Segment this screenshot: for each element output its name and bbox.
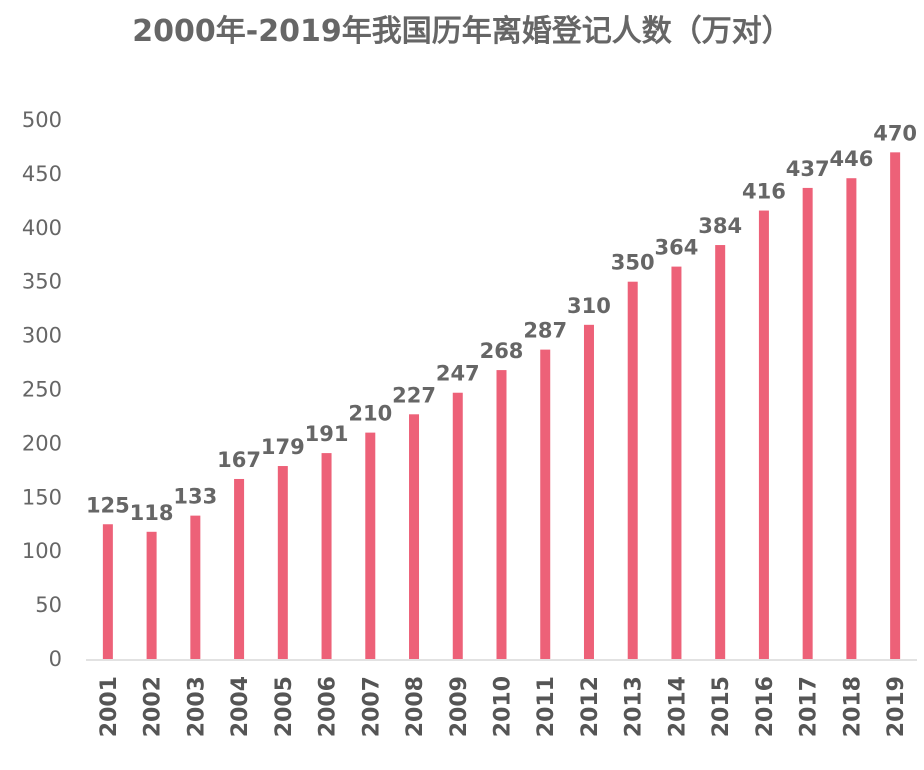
x-tick-label: 2018 — [840, 676, 865, 737]
y-tick-label: 400 — [22, 216, 62, 240]
bar-2011 — [540, 349, 551, 659]
data-label-2016: 416 — [742, 180, 786, 204]
data-label-2009: 247 — [436, 362, 480, 386]
data-label-2006: 191 — [305, 422, 349, 446]
data-label-2015: 384 — [698, 214, 742, 238]
data-label-2007: 210 — [348, 402, 392, 426]
x-tick-label: 2002 — [141, 676, 166, 737]
data-label-2012: 310 — [567, 294, 611, 318]
x-tick-label: 2004 — [228, 676, 253, 737]
x-tick-label: 2007 — [359, 676, 384, 737]
bar-2013 — [627, 281, 638, 659]
data-label-2017: 437 — [786, 157, 830, 181]
data-label-2002: 118 — [130, 501, 174, 525]
bar-2014 — [671, 266, 682, 659]
x-tick-label: 2015 — [709, 676, 734, 737]
data-label-2011: 287 — [523, 319, 567, 343]
data-label-2001: 125 — [86, 493, 130, 517]
y-axis: 0 50 100 150 200 250 300 350 400 450 500 — [22, 108, 62, 671]
y-tick-label: 50 — [35, 593, 62, 617]
y-tick-label: 200 — [22, 431, 62, 455]
x-tick-label: 2010 — [491, 676, 516, 737]
data-label-2019: 470 — [873, 121, 917, 145]
y-tick-label: 350 — [22, 270, 62, 294]
bar-2015 — [715, 245, 726, 659]
data-label-2008: 227 — [392, 383, 436, 407]
y-tick-label: 500 — [22, 108, 62, 132]
y-tick-label: 300 — [22, 324, 62, 348]
y-tick-label: 450 — [22, 162, 62, 186]
bar-2009 — [452, 392, 463, 659]
chart-title: 2000年-2019年我国历年离婚登记人数（万对） — [132, 14, 792, 49]
bars — [102, 152, 901, 659]
bar-2012 — [583, 324, 594, 659]
bar-2017 — [802, 187, 813, 659]
bar-2001 — [102, 524, 113, 659]
data-labels: 125 1181331671791912102272472682873103503… — [86, 121, 917, 524]
data-label-2003: 133 — [173, 485, 217, 509]
x-tick-label: 2013 — [622, 676, 647, 737]
x-axis: 2001 2002 2003 2004 2005 2006 2007 2008 2009 2010… — [97, 676, 909, 737]
x-tick-label: 2014 — [665, 676, 690, 737]
bar-2019 — [890, 152, 901, 659]
x-tick-label: 2011 — [534, 676, 559, 737]
bar-2006 — [321, 453, 332, 659]
bar-2007 — [365, 432, 376, 659]
x-tick-label: 2017 — [797, 676, 822, 737]
y-tick-label: 100 — [22, 539, 62, 563]
x-tick-label: 2009 — [447, 676, 472, 737]
data-label-2013: 350 — [611, 251, 655, 275]
x-tick-label: 2012 — [578, 676, 603, 737]
bar-2002 — [146, 531, 157, 659]
data-label-2014: 364 — [655, 236, 699, 260]
x-tick-label: 2006 — [316, 676, 341, 737]
bar-2005 — [277, 466, 288, 659]
x-tick-label: 2005 — [272, 676, 297, 737]
bar-2003 — [190, 515, 201, 659]
data-label-2004: 167 — [217, 448, 261, 472]
y-tick-label: 150 — [22, 485, 62, 509]
bar-2016 — [758, 210, 769, 659]
x-tick-label: 2016 — [753, 676, 778, 737]
bar-2008 — [409, 414, 420, 659]
x-tick-label: 2019 — [884, 676, 909, 737]
bar-2004 — [234, 478, 245, 659]
data-label-2010: 268 — [480, 339, 524, 363]
x-tick-label: 2001 — [97, 676, 122, 737]
y-tick-label: 0 — [49, 647, 62, 671]
x-tick-label: 2008 — [403, 676, 428, 737]
x-tick-label: 2003 — [184, 676, 209, 737]
data-label-2005: 179 — [261, 435, 305, 459]
y-tick-label: 250 — [22, 378, 62, 402]
data-label-2018: 446 — [829, 147, 873, 171]
bar-2010 — [496, 370, 507, 659]
bar-2018 — [846, 178, 857, 659]
